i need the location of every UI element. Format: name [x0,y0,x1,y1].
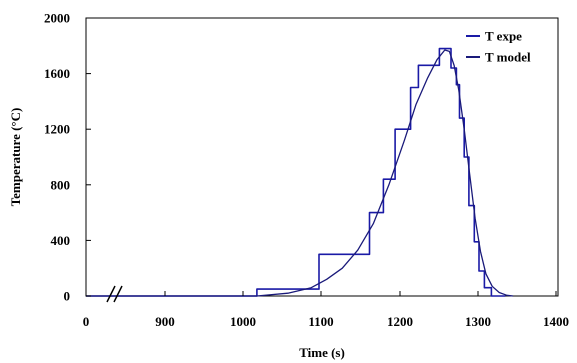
y-axis-label: Temperature (°C) [8,108,23,207]
series-layer [86,47,514,297]
axis-break-mark-2 [113,285,123,303]
legend: T expe T model [466,29,531,65]
y-tick-label: 400 [51,233,71,248]
y-tick-label: 800 [51,177,71,192]
x-tick-label: 900 [155,314,175,329]
y-tick-label: 1600 [44,66,70,81]
x-tick-label: 1300 [465,314,491,329]
axis-break [106,285,123,303]
y-tick-label: 1200 [44,122,70,137]
x-tick-label: 1400 [543,314,569,329]
y-tick-label: 0 [64,289,71,304]
legend-label: T expe [485,29,522,44]
x-tick-label: 1000 [230,314,256,329]
axis-layer: 0 900 1000 1100 1200 1300 1400 0 400 800 1200 1600 2… [44,11,569,330]
legend-label: T model [485,50,531,65]
series-line-t-model [86,49,514,297]
x-tick-label: 1100 [308,314,333,329]
plot-area [85,17,559,297]
y-tick-label: 2000 [44,11,70,26]
plot-frame [85,17,559,297]
x-tick-label: 0 [83,314,90,329]
series-line-t-expe [86,47,506,297]
x-tick-label: 1200 [387,314,413,329]
x-axis-label: Time (s) [299,345,345,360]
axis-break-mark-1 [106,285,116,303]
